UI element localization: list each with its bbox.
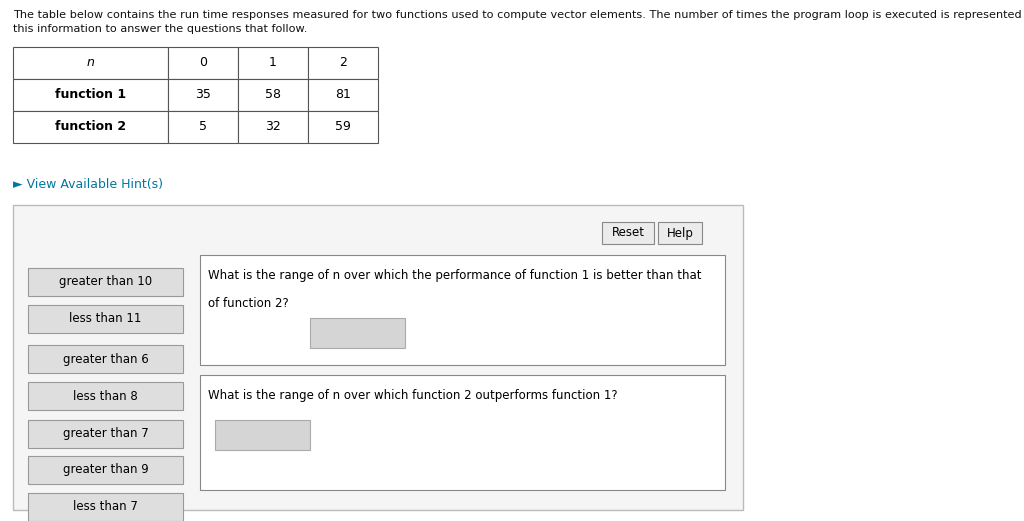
Text: What is the range of n over which the performance of function 1 is better than t: What is the range of n over which the pe…: [208, 269, 701, 282]
Bar: [658, 222, 702, 244]
Text: The table below contains the run time responses measured for two functions used : The table below contains the run time re…: [13, 10, 1024, 20]
Bar: [602, 222, 654, 244]
Bar: [13, 47, 168, 79]
Bar: [28, 382, 183, 410]
Text: greater than 10: greater than 10: [59, 276, 152, 289]
Bar: [13, 111, 168, 143]
Bar: [13, 205, 743, 510]
Bar: [308, 111, 378, 143]
Bar: [310, 318, 406, 348]
Text: less than 11: less than 11: [70, 313, 141, 326]
Text: 0: 0: [199, 56, 207, 69]
Text: greater than 9: greater than 9: [62, 464, 148, 477]
Text: 32: 32: [265, 120, 281, 133]
Text: ► View Available Hint(s): ► View Available Hint(s): [13, 178, 163, 191]
Bar: [28, 305, 183, 333]
Text: of function 2?: of function 2?: [208, 297, 289, 310]
Bar: [168, 47, 238, 79]
Text: Help: Help: [667, 227, 693, 240]
Text: 2: 2: [339, 56, 347, 69]
Text: this information to answer the questions that follow.: this information to answer the questions…: [13, 24, 307, 34]
Text: less than 8: less than 8: [73, 390, 138, 403]
Bar: [308, 79, 378, 111]
Text: greater than 6: greater than 6: [62, 353, 148, 366]
Bar: [28, 268, 183, 296]
Text: greater than 7: greater than 7: [62, 428, 148, 440]
Text: 5: 5: [199, 120, 207, 133]
Bar: [200, 255, 725, 365]
Bar: [28, 493, 183, 521]
Bar: [308, 47, 378, 79]
Bar: [238, 47, 308, 79]
Bar: [28, 345, 183, 373]
Bar: [13, 79, 168, 111]
Text: function 2: function 2: [55, 120, 126, 133]
Text: 59: 59: [335, 120, 351, 133]
Bar: [215, 420, 310, 450]
Bar: [28, 420, 183, 448]
Text: 35: 35: [195, 89, 211, 102]
Bar: [238, 79, 308, 111]
Text: 58: 58: [265, 89, 281, 102]
Text: function 1: function 1: [55, 89, 126, 102]
Text: Reset: Reset: [611, 227, 644, 240]
Bar: [28, 456, 183, 484]
Bar: [168, 111, 238, 143]
Bar: [200, 375, 725, 490]
Text: 1: 1: [269, 56, 276, 69]
Text: 81: 81: [335, 89, 351, 102]
Bar: [168, 79, 238, 111]
Text: n: n: [87, 56, 94, 69]
Text: less than 7: less than 7: [73, 501, 138, 514]
Bar: [238, 111, 308, 143]
Text: What is the range of n over which function 2 outperforms function 1?: What is the range of n over which functi…: [208, 389, 617, 402]
